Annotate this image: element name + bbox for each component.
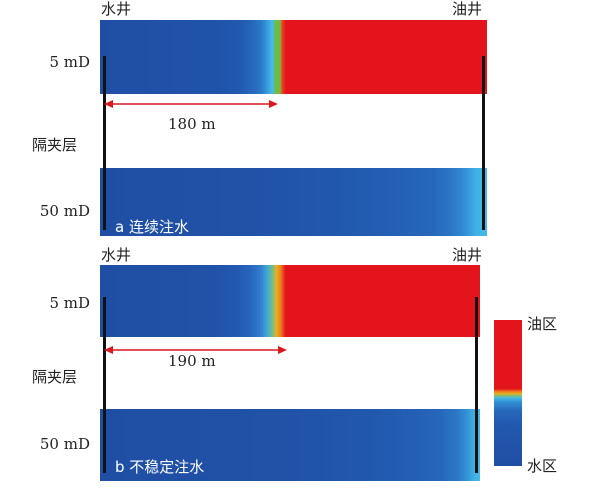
water-well-label-b: 水井 [101, 246, 132, 264]
reservoir-top-b [100, 265, 480, 337]
legend-water-label: 水区 [527, 457, 558, 475]
bottom-perm-label-a: 50 mD [39, 202, 90, 220]
top-perm-label-a: 5 mD [49, 53, 90, 71]
reservoir-bottom-a [100, 168, 487, 236]
water-well-label-a: 水井 [101, 0, 132, 18]
oil-well-label-a: 油井 [452, 0, 483, 18]
reservoir-bottom-b [100, 409, 480, 481]
caption-a: a 连续注水 [115, 218, 189, 236]
oil-well-label-b: 油井 [452, 246, 483, 264]
interlayer-label-b: 隔夹层 [32, 368, 78, 386]
caption-b: b 不稳定注水 [115, 458, 205, 476]
interlayer-label-a: 隔夹层 [32, 136, 78, 154]
bottom-perm-label-b: 50 mD [39, 435, 90, 453]
oil-well-line-a [482, 56, 485, 230]
distance-arrow-a [104, 100, 278, 108]
water-well-line-b [103, 297, 106, 473]
oil-well-line-b [475, 297, 478, 473]
distance-arrow-b [104, 346, 287, 354]
reservoir-top-a [100, 20, 487, 94]
top-perm-label-b: 5 mD [49, 294, 90, 312]
water-well-line-a [103, 56, 106, 230]
legend-color-bar [494, 320, 522, 466]
distance-label-a: 180 m [168, 115, 216, 133]
legend-oil-label: 油区 [527, 315, 558, 333]
distance-label-b: 190 m [168, 352, 216, 370]
